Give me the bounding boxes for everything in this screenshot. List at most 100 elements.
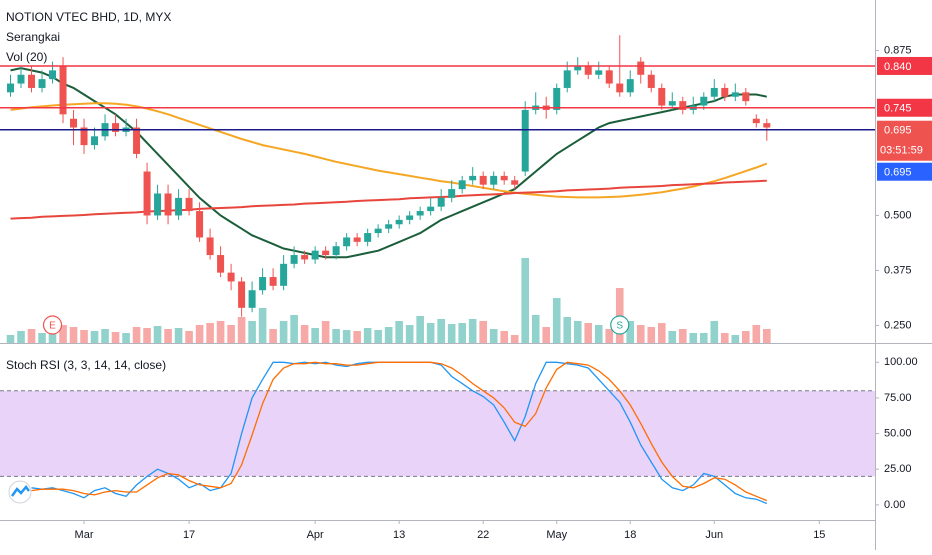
candle-body [637,61,645,75]
volume-bar [458,323,466,343]
candle-body [112,123,120,132]
last-price-box [877,120,932,161]
volume-bar [657,323,666,343]
plot-layer: E S 0.840 0.745 0.250 0.375 0.500 0.875 0.695 03:… [0,35,932,541]
indicator-title: Stoch RSI (3, 3, 14, 14, close) [6,358,166,372]
candle-body [700,96,708,106]
volume-bar [395,321,403,343]
volume-bar [584,323,593,343]
volume-bar [269,329,277,343]
volume-bar [332,329,340,343]
volume-bar [311,328,319,343]
candle-body [322,250,330,256]
candle-body [427,206,435,212]
candle-body [458,180,466,190]
candle-body [626,79,634,93]
candle-body [385,224,393,229]
stoch-line [31,361,768,502]
volume-bar [437,319,445,343]
volume-bar [626,321,635,343]
volume-bar [531,315,540,343]
moving-average [10,179,767,220]
candle-body [574,65,582,71]
candle-body [490,175,498,185]
x-tick-label: 17 [183,529,195,541]
volume-bar [489,329,498,343]
candle-body [731,92,739,97]
candle-body [448,189,456,198]
candle-body [91,136,99,146]
candle-body [164,193,172,216]
volume-bar [426,323,435,343]
price-label: 0.840 [884,61,912,73]
y-tick-label: 0.00 [884,499,905,511]
logo[interactable] [8,480,32,504]
volume-bar [6,335,15,343]
x-tick-label: Apr [307,529,324,541]
event-marker [610,315,630,335]
candle-body [175,197,183,216]
candle-body [248,290,256,308]
candle-body [269,277,277,286]
volume-bar [174,328,183,343]
volume-bar [636,325,645,343]
candle-body [301,255,309,260]
volume-legend: Vol (20) [6,50,47,64]
candle-body [395,219,403,225]
candle-body [658,87,666,106]
candle-body [332,246,340,256]
volume-bar [206,323,214,343]
volume-bar [227,325,235,343]
candle-body [185,197,193,212]
candle-body [206,237,214,256]
volume-bar [384,327,393,343]
candle-body [511,180,519,185]
candle-body [647,74,655,88]
candle-body [742,92,750,102]
volume-bar [80,330,88,343]
candle-body [763,123,771,128]
x-tick-label: Jun [705,529,723,541]
candle-body [500,175,508,181]
volume-bar [90,331,99,343]
candle-body [80,127,88,146]
candle-body [227,272,235,282]
logo-mark[interactable] [10,484,30,497]
volume-bar [416,316,424,343]
candle-body [374,228,382,234]
volume-bar [678,329,687,343]
candle-body [280,263,288,286]
candle-body [7,83,15,93]
volume-bar [248,321,256,343]
volume-bar [689,333,698,343]
volume-bar [552,298,561,343]
event-label: S [616,321,623,332]
candle-body [721,87,729,97]
candle-body [259,277,267,291]
chart-title: NOTION VTEC BHD, 1D, MYX [6,10,171,24]
candle-body [133,127,141,154]
volume-bar [500,331,509,343]
y-tick-label: 50.00 [884,427,912,439]
price-label-box [877,56,932,75]
band [0,390,875,477]
last-price-label: 0.695 [884,125,912,137]
volume-bar [521,258,530,343]
event-label: E [49,321,56,332]
candle-body [584,65,592,75]
volume-bar [48,334,57,343]
candle-body [343,237,351,247]
volume-bar [143,328,151,343]
volume-bar [763,329,771,343]
volume-bar [69,327,78,343]
event-marker [42,315,63,335]
volume-bar [405,325,414,343]
volume-bar [237,317,246,343]
volume-bar [752,325,761,343]
candle-body [605,70,613,84]
x-tick-label: May [546,529,567,541]
candle-body [353,237,361,242]
volume-bar [647,327,656,343]
volume-bar [195,325,204,343]
